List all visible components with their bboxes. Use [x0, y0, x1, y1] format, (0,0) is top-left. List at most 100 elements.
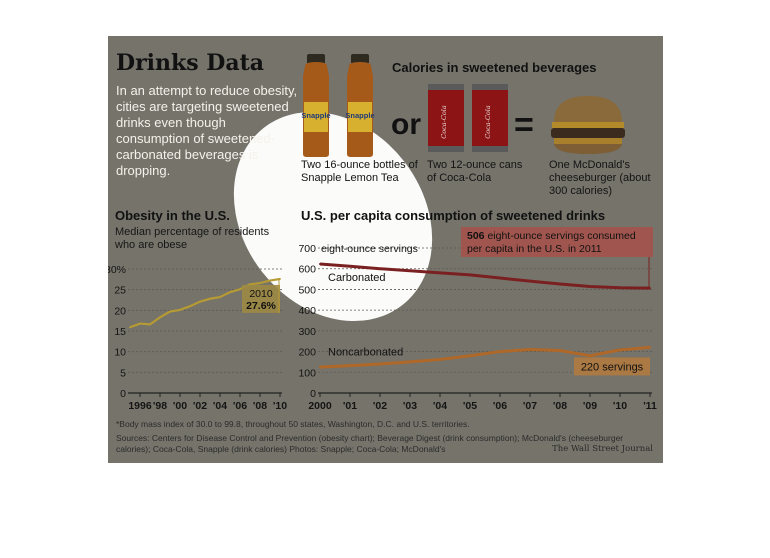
carbonated-data-point — [559, 283, 561, 286]
obesity-y-tick-label: 20 — [114, 305, 126, 317]
consumption-x-tick-label: '11 — [643, 400, 657, 412]
obesity-y-tick-label: 25 — [114, 285, 126, 297]
cheeseburger-caption: One McDonald's cheeseburger (about 300 c… — [549, 159, 651, 197]
svg-text:Snapple: Snapple — [345, 111, 374, 120]
consumption-axis-note: eight-ounce servings — [321, 243, 418, 255]
obesity-data-point — [249, 283, 251, 286]
carbonated-data-point — [469, 273, 471, 276]
consumption-y-tick-label: 700 — [298, 243, 316, 255]
carbonated-data-point — [439, 271, 441, 274]
consumption-y-tick-label: 500 — [298, 284, 316, 296]
noncarbonated-data-point — [619, 348, 621, 351]
obesity-x-tick-label: '04 — [213, 400, 227, 412]
obesity-y-tick-label: 5 — [120, 367, 126, 379]
infographic-panel: Drinks Data In an attempt to reduce obes… — [108, 36, 663, 463]
consumption-x-tick-label: '04 — [433, 400, 447, 412]
consumption-y-tick-label: 300 — [298, 326, 316, 338]
cheeseburger-icon — [551, 96, 625, 154]
calories-title: Calories in sweetened beverages — [392, 60, 597, 75]
intro-text: In an attempt to reduce obesity, cities … — [116, 83, 298, 178]
consumption-x-tick-label: '01 — [343, 400, 357, 412]
consumption-y-tick-label: 600 — [298, 264, 316, 276]
carbonated-callout-text: 506 eight-ounce servings consumed — [467, 230, 636, 242]
carbonated-data-point — [319, 262, 321, 265]
snapple-bottle-icon: Snapple — [345, 54, 375, 157]
svg-text:Snapple: Snapple — [301, 111, 330, 120]
snapple-bottles-image: Snapple Snapple — [301, 54, 375, 157]
obesity-y-tick-label: 15 — [114, 326, 126, 338]
carbonated-data-point — [589, 285, 591, 288]
noncarbonated-data-point — [499, 350, 501, 353]
coke-can-icon: Coca-Cola — [428, 84, 464, 152]
noncarbonated-data-point — [409, 360, 411, 363]
coke-can-icon: Coca-Cola — [472, 84, 508, 152]
consumption-y-tick-label: 100 — [298, 367, 316, 379]
consumption-x-tick-label: '05 — [463, 400, 477, 412]
obesity-chart-title: Obesity in the U.S. — [115, 208, 230, 223]
noncarbonated-data-point — [469, 354, 471, 357]
obesity-data-point — [239, 288, 241, 291]
consumption-x-tick-label: '10 — [613, 400, 627, 412]
obesity-x-tick-label: '08 — [253, 400, 267, 412]
carbonated-series-label: Carbonated — [328, 272, 386, 284]
noncarbonated-data-point — [649, 346, 651, 349]
carbonated-data-point — [349, 265, 351, 268]
consumption-x-tick-label: '07 — [523, 400, 537, 412]
publisher-credit: The Wall Street Journal — [552, 444, 653, 454]
consumption-x-tick-label: 2000 — [308, 400, 332, 412]
obesity-data-point — [179, 309, 181, 311]
obesity-annotation-box — [242, 284, 280, 313]
obesity-x-tick-label: '10 — [273, 400, 287, 412]
carbonated-data-point — [379, 267, 381, 270]
consumption-x-tick-label: '08 — [553, 400, 567, 412]
obesity-x-tick-label: '00 — [173, 400, 187, 412]
consumption-x-tick-label: '02 — [373, 400, 387, 412]
obesity-annotation-value: 27.6% — [246, 300, 276, 312]
obesity-data-point — [169, 310, 171, 313]
obesity-data-point — [229, 291, 231, 294]
obesity-data-point — [219, 296, 221, 299]
obesity-data-point — [209, 297, 211, 300]
svg-text:Coca-Cola: Coca-Cola — [440, 105, 448, 139]
noncarbonated-end-box — [574, 357, 650, 376]
noncarbonated-data-point — [589, 354, 591, 357]
consumption-y-tick-label: 200 — [298, 347, 316, 359]
obesity-y-tick-label: 30% — [108, 264, 126, 276]
noncarbonated-data-point — [559, 349, 561, 352]
page-title: Drinks Data — [116, 50, 265, 76]
obesity-x-tick-label: 1996 — [128, 400, 152, 412]
carbonated-callout-text-line2: per capita in the U.S. in 2011 — [467, 243, 602, 255]
obesity-data-point — [189, 305, 191, 308]
obesity-x-tick-label: '02 — [193, 400, 207, 412]
coke-caption: Two 12-ounce cans of Coca-Cola — [427, 159, 523, 184]
obesity-data-point — [199, 300, 201, 303]
sources-text: Sources: Centers for Disease Control and… — [116, 433, 624, 454]
obesity-annotation-year: 2010 — [249, 288, 273, 300]
obesity-chart-subtitle: Median percentage of residents who are o… — [115, 226, 270, 251]
obesity-y-tick-label: 10 — [114, 347, 126, 359]
consumption-x-tick-label: '09 — [583, 400, 597, 412]
noncarbonated-data-point — [349, 364, 351, 367]
carbonated-callout-box — [461, 227, 653, 257]
consumption-y-tick-label: 400 — [298, 305, 316, 317]
carbonated-series-line — [319, 262, 651, 290]
obesity-y-tick-label: 0 — [120, 388, 126, 400]
obesity-data-point — [149, 323, 151, 326]
obesity-data-point — [129, 326, 131, 329]
noncarbonated-series-line — [319, 345, 651, 369]
footnote: *Body mass index of 30.0 to 99.8, throug… — [116, 419, 470, 429]
noncarbonated-data-point — [439, 358, 441, 361]
equals-label: = — [514, 106, 534, 144]
noncarbonated-data-point — [319, 366, 321, 369]
or-label: or — [391, 108, 421, 141]
noncarbonated-data-point — [379, 363, 381, 365]
carbonated-data-point — [619, 286, 621, 289]
obesity-data-point — [139, 322, 141, 325]
snapple-bottle-icon: Snapple — [301, 54, 331, 157]
consumption-x-tick-label: '03 — [403, 400, 417, 412]
coca-cola-cans-image: Coca-Cola Coca-Cola — [428, 84, 508, 152]
obesity-x-tick-label: '06 — [233, 400, 247, 412]
consumption-chart-title: U.S. per capita consumption of sweetened… — [301, 208, 606, 223]
consumption-y-tick-label: 0 — [310, 388, 316, 400]
obesity-data-point — [269, 279, 271, 282]
